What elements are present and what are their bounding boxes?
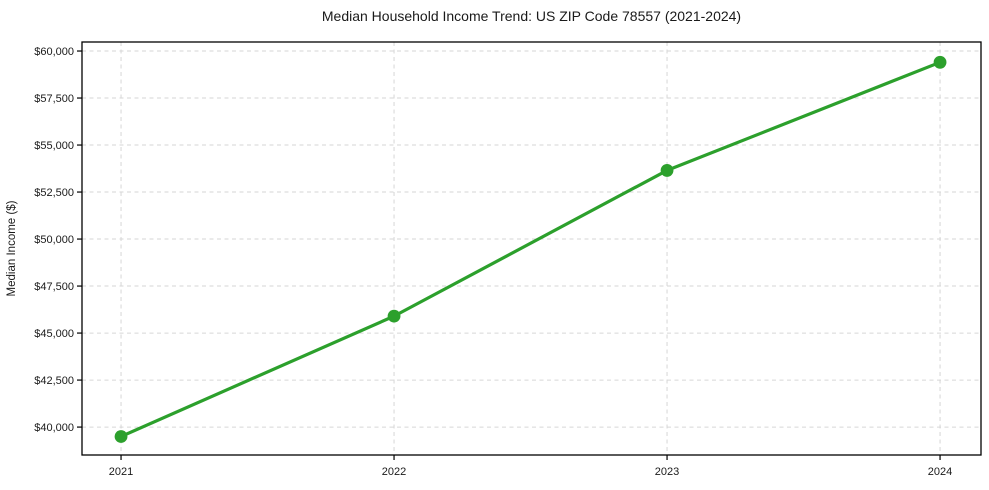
- x-tick-label: 2021: [109, 466, 133, 478]
- gridlines: [82, 42, 981, 455]
- axis-ticks: $40,000 $42,500 $45,000 $47,500 $50,000 $52,5…: [34, 46, 952, 478]
- data-point: [387, 309, 401, 323]
- y-tick-label: $50,000: [34, 234, 74, 246]
- trend-line: [119, 60, 942, 439]
- y-tick-label: $42,500: [34, 375, 74, 387]
- y-axis-label: Median Income ($): [6, 200, 18, 296]
- y-tick-label: $57,500: [34, 93, 74, 105]
- x-tick-label: 2023: [655, 466, 679, 478]
- data-point: [933, 55, 947, 69]
- line-series: [114, 55, 947, 443]
- y-tick-label: $52,500: [34, 187, 74, 199]
- y-tick-label: $47,500: [34, 281, 74, 293]
- data-point: [114, 430, 128, 443]
- plot-border: [81, 41, 982, 456]
- data-point: [660, 164, 674, 177]
- y-tick-label: $60,000: [34, 46, 74, 58]
- y-tick-label: $45,000: [34, 328, 74, 340]
- x-tick-label: 2022: [382, 466, 406, 478]
- chart-title: Median Household Income Trend: US ZIP Co…: [322, 8, 741, 24]
- y-tick-label: $40,000: [34, 422, 74, 434]
- y-tick-label: $55,000: [34, 140, 74, 152]
- x-tick-label: 2024: [928, 466, 952, 478]
